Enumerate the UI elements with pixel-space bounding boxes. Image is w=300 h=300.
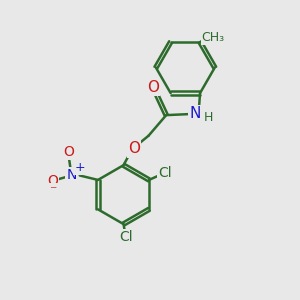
Text: Cl: Cl [120, 230, 133, 244]
Text: O: O [147, 80, 159, 95]
Text: H: H [203, 111, 213, 124]
Text: Cl: Cl [158, 166, 172, 180]
Text: O: O [47, 174, 58, 188]
Text: N: N [66, 169, 77, 182]
Text: ⁻: ⁻ [49, 184, 57, 198]
Text: CH₃: CH₃ [202, 31, 225, 44]
Text: N: N [189, 106, 201, 121]
Text: O: O [128, 142, 140, 157]
Text: +: + [74, 161, 85, 174]
Text: O: O [64, 145, 75, 159]
